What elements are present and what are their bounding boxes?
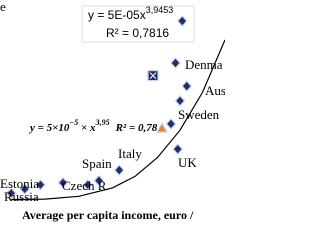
point xyxy=(174,94,186,107)
equation-mid: × x xyxy=(78,122,96,134)
point-label: Sweden xyxy=(178,107,220,122)
point-label: e xyxy=(0,0,6,14)
equation-2: y = 5×10−5 × x3,95 R² = 0,78 xyxy=(28,118,158,134)
point-label: Denma xyxy=(185,57,223,72)
point xyxy=(19,183,31,195)
equation-r2: R² = 0,78 xyxy=(115,122,158,134)
point xyxy=(113,164,125,176)
point-label: UK xyxy=(178,155,197,170)
point-label: Spain xyxy=(82,156,112,171)
point-label: Italy xyxy=(118,146,142,161)
point xyxy=(35,178,46,191)
point-label: Estonia xyxy=(0,176,39,191)
point xyxy=(5,187,17,200)
equation-base: y = 5E-05x xyxy=(88,8,146,22)
point xyxy=(93,174,105,187)
equation-exponent: 3,95 xyxy=(95,118,110,127)
point xyxy=(165,118,177,130)
equation-exponent: −5 xyxy=(69,118,78,127)
equation-1: y = 5E-05x3,9453 xyxy=(88,5,173,22)
chart: y = 5E-05x3,9453 R² = 0,7816 y = 5×10−5 … xyxy=(0,0,225,222)
point xyxy=(82,178,94,191)
point xyxy=(176,15,188,27)
point-cross xyxy=(149,72,157,79)
point-label: Aus xyxy=(205,83,225,98)
equation-exponent: 3,9453 xyxy=(146,5,174,15)
point xyxy=(172,143,184,155)
point-label: Russia xyxy=(4,189,39,204)
equation-base: y = 5×10 xyxy=(28,122,70,134)
point xyxy=(155,121,169,133)
equation-box xyxy=(81,5,195,43)
point xyxy=(57,176,69,189)
point xyxy=(170,57,181,69)
trend-line xyxy=(11,39,225,201)
x-axis-label: Average per capita income, euro / xyxy=(22,208,194,222)
point-label: Czech R xyxy=(62,178,107,193)
point xyxy=(181,80,193,92)
equation-r2: R² = 0,7816 xyxy=(106,26,169,40)
